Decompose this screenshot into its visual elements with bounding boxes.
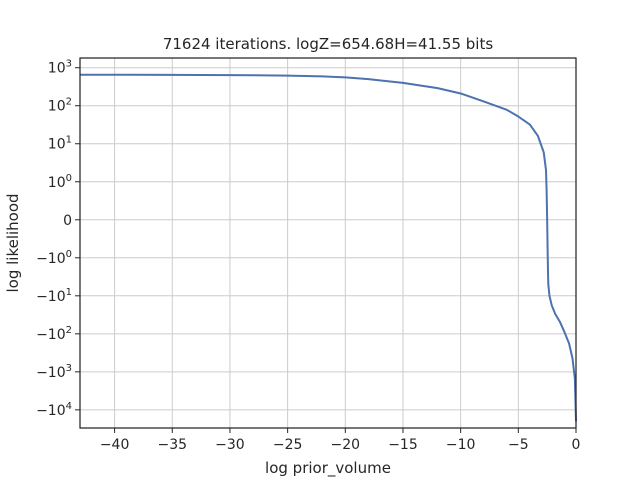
y-tick-base: 10 (48, 175, 66, 191)
x-tick-label: −10 (446, 437, 476, 453)
x-tick-label: −35 (158, 437, 188, 453)
y-tick-base: 10 (48, 61, 66, 77)
y-tick-label: −103 (36, 363, 72, 381)
y-tick-label: −104 (36, 401, 72, 419)
x-axis-title: log prior_volume (265, 459, 391, 478)
x-tick-label: −20 (331, 437, 361, 453)
y-tick-exponent: 3 (66, 59, 72, 70)
plot-background (80, 58, 576, 428)
y-tick-base: −10 (36, 365, 66, 381)
x-tick-label: −30 (215, 437, 245, 453)
y-tick-label: −102 (36, 325, 72, 343)
y-tick-label: 101 (48, 135, 72, 153)
y-tick-base: −10 (36, 327, 66, 343)
y-tick-label: 100 (48, 173, 72, 191)
y-tick-exponent: 4 (66, 401, 72, 412)
y-tick-base: −10 (36, 403, 66, 419)
y-tick-label: 0 (63, 213, 72, 229)
y-tick-label: −100 (36, 249, 72, 267)
x-tick-label: −40 (100, 437, 130, 453)
y-axis-title: log likelihood (4, 193, 22, 292)
y-tick-label: −101 (36, 287, 72, 305)
y-tick-label: 103 (48, 59, 72, 77)
y-tick-exponent: 1 (66, 287, 72, 298)
x-axis-ticks: −40 −35 −30 −25 −20 −15 −10 −5 0 (100, 428, 581, 453)
y-tick-exponent: 2 (66, 97, 72, 108)
y-tick-exponent: 2 (66, 325, 72, 336)
y-tick-base: 0 (63, 213, 72, 229)
y-tick-label: 102 (48, 97, 72, 115)
x-tick-label: −5 (508, 437, 529, 453)
y-tick-base: 10 (48, 99, 66, 115)
y-tick-exponent: 3 (66, 363, 72, 374)
series-line (79, 73, 577, 422)
y-tick-base: 10 (48, 137, 66, 153)
grid (80, 58, 577, 428)
y-tick-exponent: 1 (66, 135, 72, 146)
y-tick-base: −10 (36, 289, 66, 305)
x-tick-label: −25 (273, 437, 303, 453)
y-tick-base: −10 (36, 251, 66, 267)
y-tick-exponent: 0 (66, 173, 72, 184)
chart-title: 71624 iterations. logZ=654.68H=41.55 bit… (163, 35, 494, 53)
y-tick-exponent: 0 (66, 249, 72, 260)
plot-frame (79, 57, 577, 429)
x-tick-label: −15 (388, 437, 418, 453)
x-tick-label: 0 (572, 437, 581, 453)
